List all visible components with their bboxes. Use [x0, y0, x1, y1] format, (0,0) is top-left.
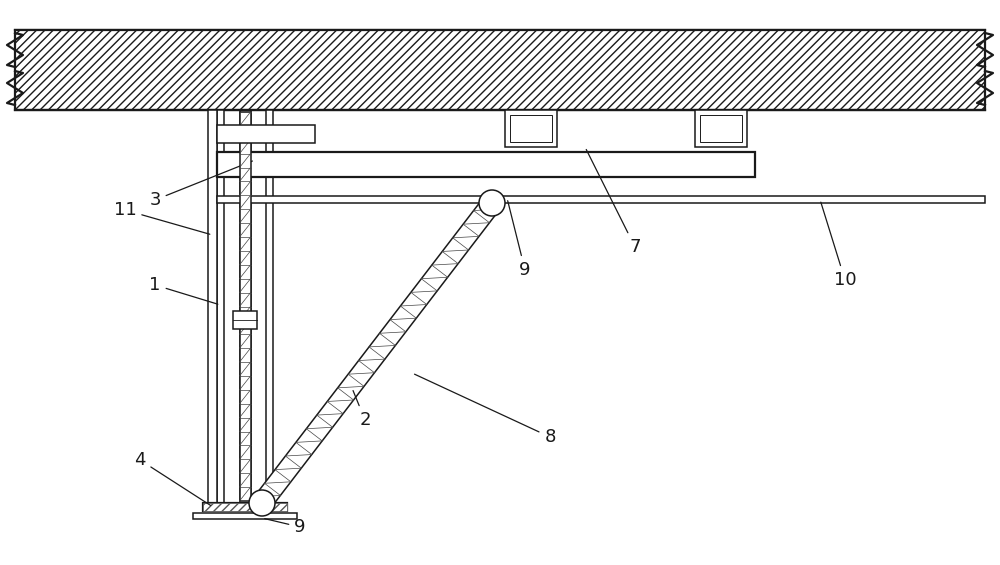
Bar	[203, 503, 287, 511]
Bar	[217, 152, 755, 177]
Bar	[240, 112, 251, 501]
Text: 9: 9	[508, 201, 531, 279]
Bar	[217, 125, 315, 143]
Bar	[266, 110, 273, 503]
Circle shape	[249, 490, 275, 516]
Text: 7: 7	[586, 150, 641, 256]
Bar	[217, 110, 224, 503]
Text: 11: 11	[114, 201, 210, 234]
Text: 2: 2	[353, 390, 371, 429]
Text: 3: 3	[149, 161, 252, 209]
Bar	[217, 196, 985, 203]
Circle shape	[479, 190, 505, 216]
Bar	[208, 110, 217, 503]
Text: 9: 9	[265, 518, 306, 536]
Text: 1: 1	[149, 276, 218, 304]
Bar	[193, 513, 297, 519]
Bar	[695, 110, 747, 147]
Bar	[233, 311, 257, 329]
Bar	[505, 110, 557, 147]
Text: 8: 8	[415, 374, 556, 446]
Text: 4: 4	[134, 451, 211, 506]
Bar	[203, 503, 287, 511]
Bar	[510, 115, 552, 142]
Text: 10: 10	[821, 202, 856, 289]
Polygon shape	[254, 197, 500, 509]
Bar	[700, 115, 742, 142]
Bar	[15, 30, 985, 110]
